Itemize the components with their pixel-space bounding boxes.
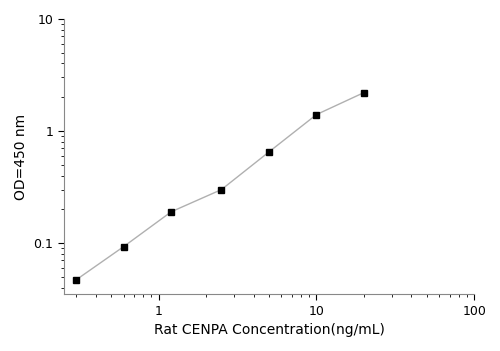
X-axis label: Rat CENPA Concentration(ng/mL): Rat CENPA Concentration(ng/mL) [154, 323, 384, 337]
Y-axis label: OD=450 nm: OD=450 nm [14, 113, 28, 200]
